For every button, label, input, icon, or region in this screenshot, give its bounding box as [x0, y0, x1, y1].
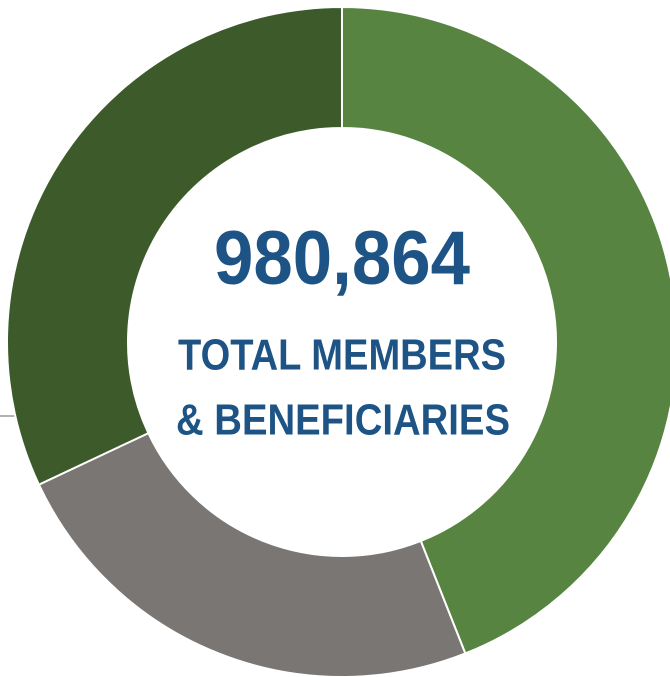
donut	[6, 5, 670, 677]
center-label: TOTAL MEMBERS	[178, 331, 506, 380]
donut-segment	[341, 5, 670, 655]
donut-segment	[6, 5, 343, 486]
center-value: 980,864	[214, 216, 470, 301]
center-label: & BENEFICIARIES	[176, 396, 510, 445]
donut-segment	[37, 431, 467, 677]
